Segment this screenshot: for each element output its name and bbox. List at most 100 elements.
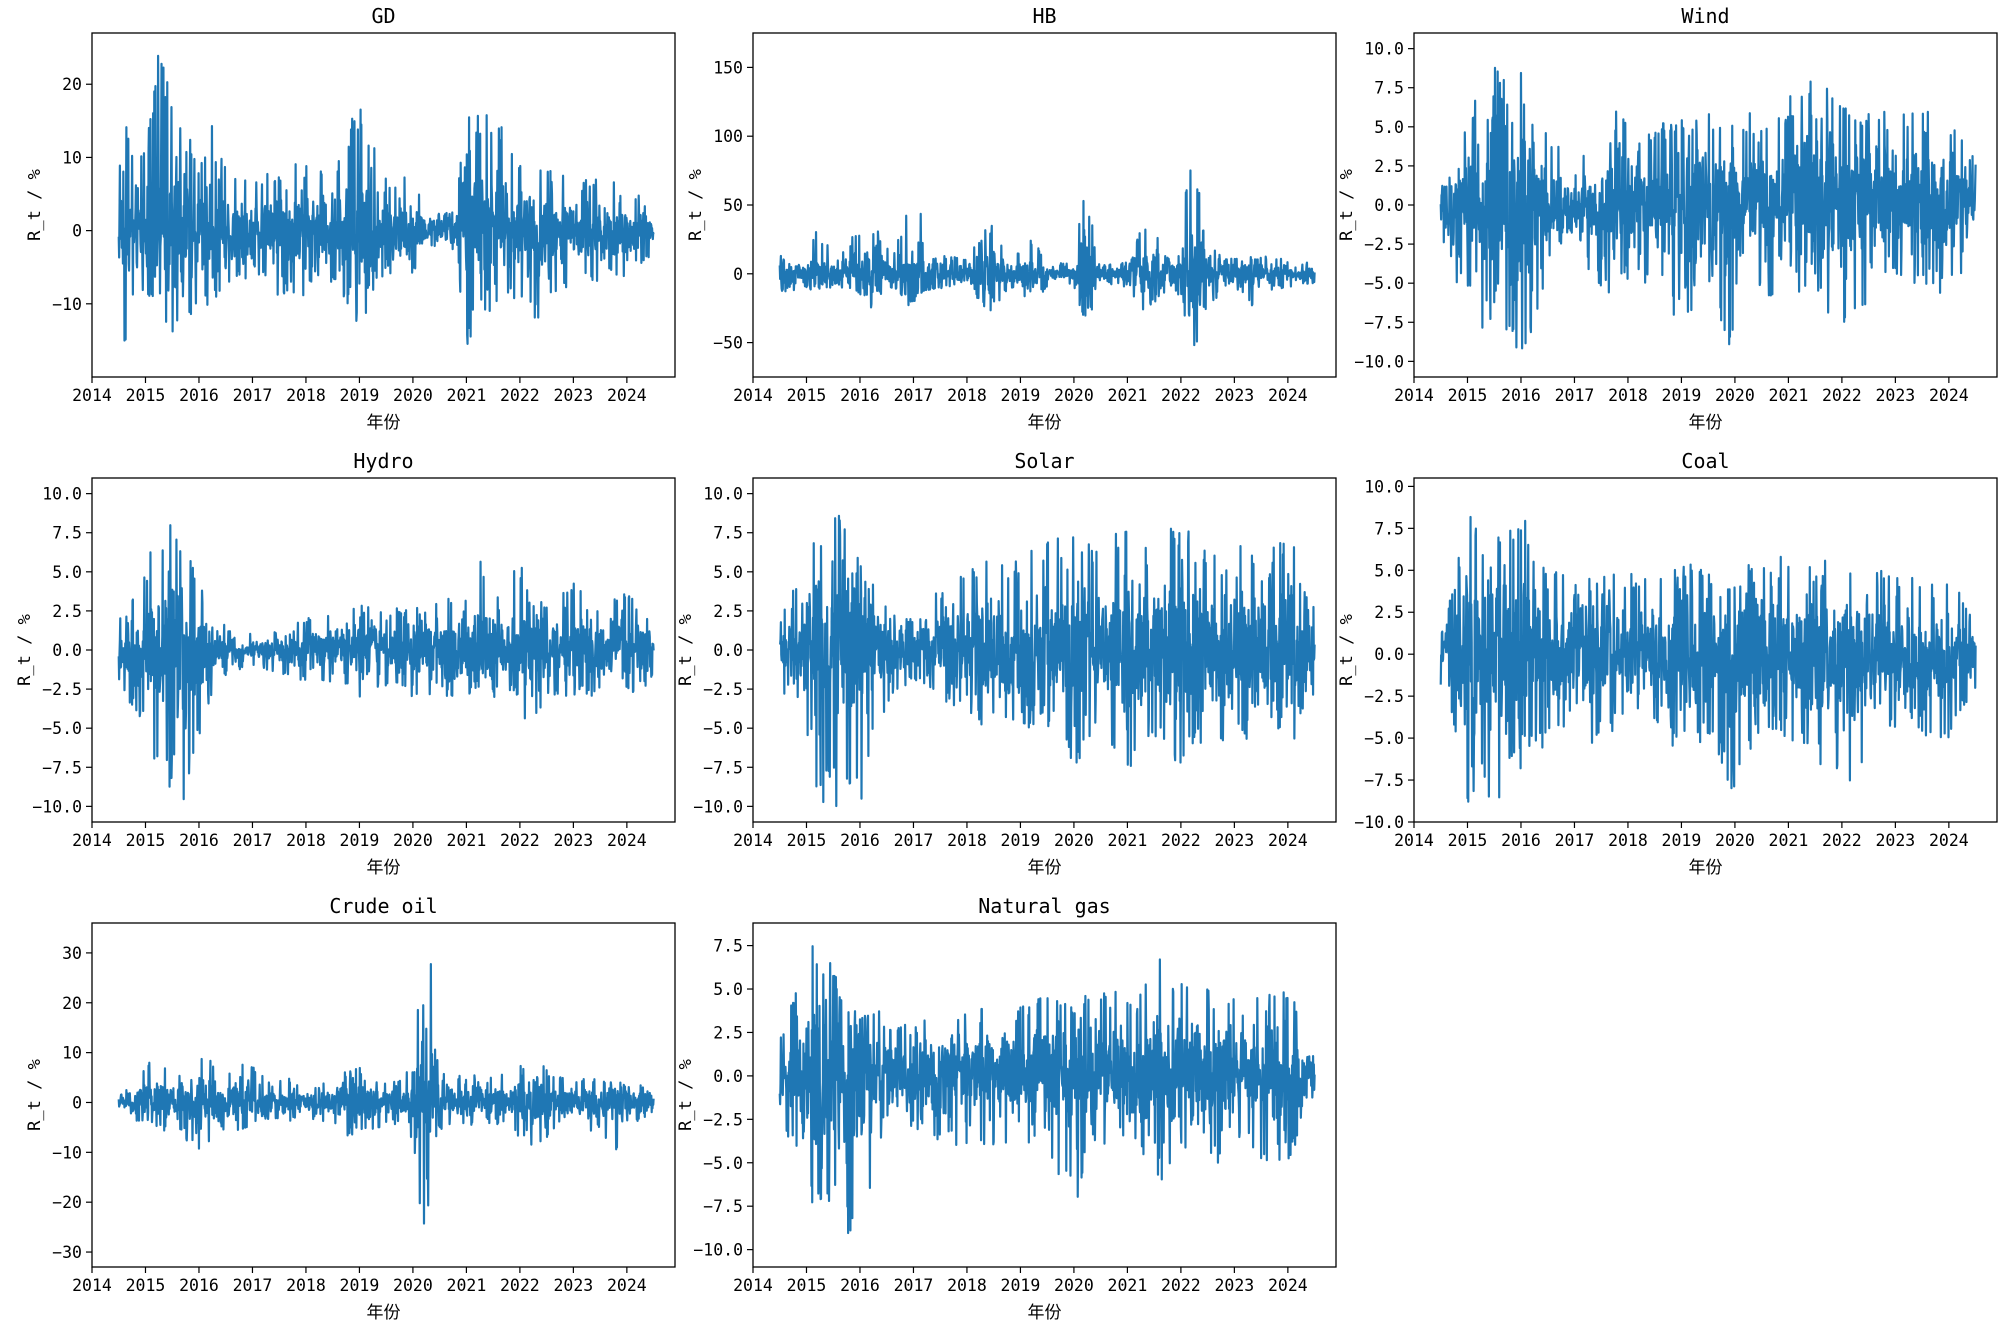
x-tick-label: 2020 (1054, 831, 1094, 850)
y-tick-label: 0 (733, 265, 743, 284)
x-tick-label: 2018 (1608, 831, 1648, 850)
x-tick-label: 2024 (1929, 386, 1969, 405)
x-tick-label: 2022 (500, 831, 540, 850)
y-tick-label: 0.0 (713, 641, 743, 660)
y-tick-label: 20 (62, 994, 82, 1013)
y-tick-label: −10 (52, 295, 82, 314)
x-tick-label: 2017 (1555, 831, 1595, 850)
x-tick-label: 2022 (1161, 1276, 1201, 1295)
y-tick-label: −20 (52, 1193, 82, 1212)
y-tick-label: −7.5 (703, 758, 743, 777)
y-tick-label: −10.0 (693, 1241, 743, 1260)
x-tick-label: 2014 (1394, 386, 1434, 405)
x-tick-label: 2014 (1394, 831, 1434, 850)
y-tick-label: −10 (52, 1143, 82, 1162)
x-tick-label: 2019 (340, 386, 380, 405)
y-tick-label: 20 (62, 75, 82, 94)
x-tick-label: 2014 (72, 386, 112, 405)
x-tick-label: 2014 (733, 1276, 773, 1295)
series-line (779, 514, 1316, 808)
y-tick-label: 150 (713, 58, 743, 77)
x-tick-label: 2017 (1555, 386, 1595, 405)
y-tick-label: −2.5 (703, 680, 743, 699)
y-tick-label: 7.5 (713, 524, 743, 543)
x-axis-label: 年份 (367, 413, 401, 433)
x-axis-label: 年份 (367, 858, 401, 878)
y-axis-label: R_t / % (676, 614, 696, 686)
panel-title: HB (1032, 4, 1056, 28)
x-tick-label: 2023 (554, 831, 594, 850)
series-line (117, 524, 655, 801)
series-line (1439, 515, 1977, 803)
x-tick-label: 2021 (1108, 1276, 1148, 1295)
y-tick-label: −10.0 (1354, 813, 1404, 832)
x-tick-label: 2015 (787, 1276, 827, 1295)
y-tick-label: −7.5 (1364, 313, 1404, 332)
x-tick-label: 2016 (179, 386, 219, 405)
y-tick-label: 5.0 (52, 563, 82, 582)
y-tick-label: 7.5 (52, 524, 82, 543)
y-tick-label: 7.5 (1374, 519, 1404, 538)
axes-frame (91, 922, 676, 1268)
y-tick-label: −7.5 (703, 1197, 743, 1216)
x-axis-label: 年份 (1689, 413, 1723, 433)
x-tick-label: 2017 (894, 1276, 934, 1295)
y-axis-label: R_t / % (1337, 614, 1357, 686)
x-tick-label: 2020 (1715, 386, 1755, 405)
x-tick-label: 2017 (233, 1276, 273, 1295)
y-tick-label: 0.0 (713, 1067, 743, 1086)
panel-hb: HB 2014 2015 2016 2017 2018 2019 2020 2021 2022 20… (686, 4, 1337, 433)
y-tick-label: −5.0 (1364, 729, 1404, 748)
x-tick-label: 2022 (500, 386, 540, 405)
y-tick-label: 5.0 (713, 980, 743, 999)
x-tick-label: 2024 (1268, 1276, 1308, 1295)
panel-natural-gas: Natural gas 2014 2015 2016 2017 2018 2019 2020 2… (676, 894, 1337, 1323)
x-tick-label: 2017 (894, 386, 934, 405)
axes-frame (1413, 477, 1998, 823)
axes-frame (91, 32, 676, 378)
x-tick-label: 2019 (1662, 831, 1702, 850)
y-tick-label: 10 (62, 1044, 82, 1063)
x-tick-label: 2020 (1715, 831, 1755, 850)
x-tick-label: 2016 (179, 1276, 219, 1295)
x-tick-label: 2023 (554, 1276, 594, 1295)
x-tick-label: 2024 (1268, 831, 1308, 850)
x-tick-label: 2021 (1769, 386, 1809, 405)
y-axis-label: R_t / % (15, 614, 35, 686)
x-tick-label: 2020 (1054, 1276, 1094, 1295)
y-tick-label: 2.5 (713, 1023, 743, 1042)
x-tick-label: 2023 (1215, 831, 1255, 850)
y-tick-label: −5.0 (703, 1154, 743, 1173)
panel-title: GD (371, 4, 395, 28)
y-tick-label: −5.0 (1364, 274, 1404, 293)
y-tick-label: −7.5 (1364, 771, 1404, 790)
x-tick-label: 2021 (1769, 831, 1809, 850)
y-axis-label: R_t / % (1337, 169, 1357, 241)
y-tick-label: 2.5 (1374, 157, 1404, 176)
x-tick-label: 2018 (947, 386, 987, 405)
x-tick-label: 2022 (1161, 386, 1201, 405)
axes-frame (752, 32, 1337, 378)
x-axis-label: 年份 (1028, 858, 1062, 878)
x-tick-label: 2016 (840, 831, 880, 850)
series-line (117, 54, 655, 345)
y-tick-label: 10.0 (703, 485, 743, 504)
x-tick-label: 2015 (126, 386, 166, 405)
x-tick-label: 2024 (607, 1276, 647, 1295)
x-tick-label: 2020 (1054, 386, 1094, 405)
x-tick-label: 2015 (1448, 831, 1488, 850)
y-axis-label: R_t / % (676, 1059, 696, 1131)
panel-title: Crude oil (329, 894, 437, 918)
panel-title: Hydro (353, 449, 413, 473)
x-tick-label: 2018 (1608, 386, 1648, 405)
x-tick-label: 2022 (1822, 831, 1862, 850)
x-tick-label: 2015 (1448, 386, 1488, 405)
x-tick-label: 2023 (1215, 386, 1255, 405)
x-tick-label: 2019 (1001, 386, 1041, 405)
x-tick-label: 2015 (787, 831, 827, 850)
y-tick-label: 5.0 (1374, 561, 1404, 580)
y-tick-label: 2.5 (1374, 603, 1404, 622)
panel-hydro: Hydro 2014 2015 2016 2017 2018 2019 2020 2021 202… (15, 449, 676, 878)
x-tick-label: 2024 (607, 386, 647, 405)
y-tick-label: 0.0 (1374, 645, 1404, 664)
